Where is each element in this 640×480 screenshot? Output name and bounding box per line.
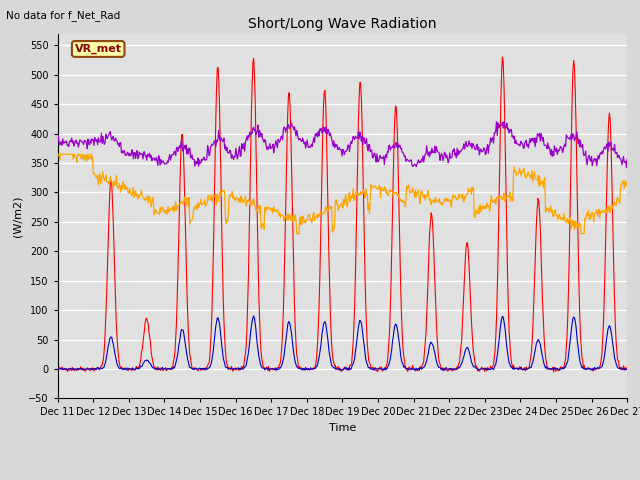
X-axis label: Time: Time xyxy=(329,423,356,433)
Text: No data for f_Net_Rad: No data for f_Net_Rad xyxy=(6,10,121,21)
Title: Short/Long Wave Radiation: Short/Long Wave Radiation xyxy=(248,17,436,31)
Text: VR_met: VR_met xyxy=(75,44,122,54)
Y-axis label: (W/m2): (W/m2) xyxy=(13,195,22,237)
